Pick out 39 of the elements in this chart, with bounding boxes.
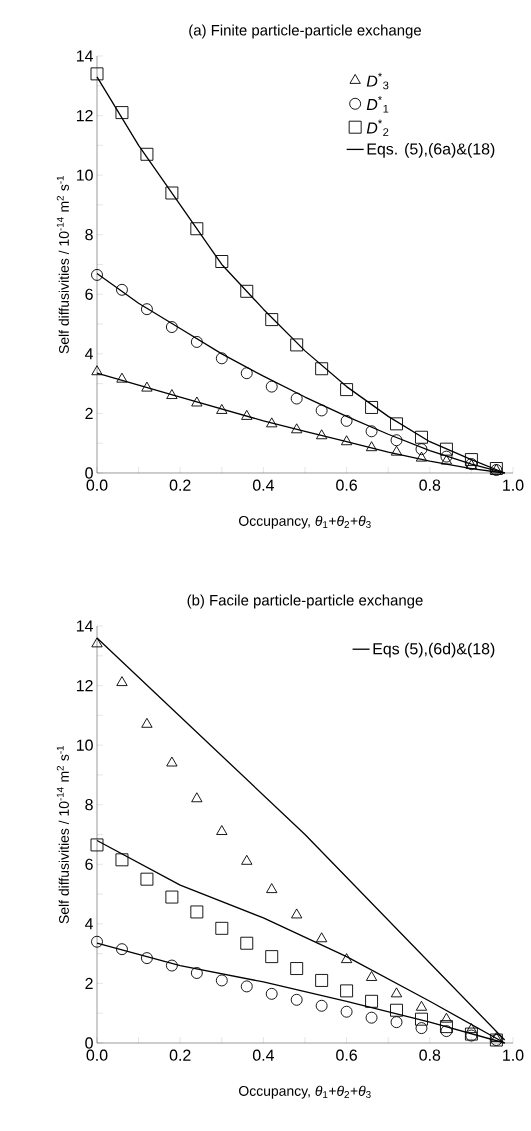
x-tick-label: 0.0 xyxy=(86,479,108,491)
y-tick-label: 2 xyxy=(85,977,93,989)
chart-title: (a) Finite particle-particle exchange xyxy=(189,24,421,39)
legend-label: D$^{*}$1 xyxy=(366,96,389,113)
x-tick-label: 0.8 xyxy=(419,479,441,491)
y-tick-label: 4 xyxy=(84,348,94,360)
legend-label: Eqs. (5),(6a)&(18) xyxy=(367,142,495,158)
y-tick-label: 12 xyxy=(76,110,93,122)
x-tick-label: 0.2 xyxy=(169,479,191,491)
y-tick-label: 4 xyxy=(84,918,94,930)
legend-label: D$^{*}$3 xyxy=(366,72,389,90)
x-tick-label: 0.4 xyxy=(252,479,275,491)
x-tick-label: 0.6 xyxy=(336,1049,357,1061)
x-tick-label: 0.8 xyxy=(419,1049,441,1061)
text: Occupancy, θ$_{1}$+θ$_{2}$+θ$_{3}$ xyxy=(239,515,371,529)
y-tick-label: 0 xyxy=(85,467,93,479)
y-tick-label: 0 xyxy=(85,1037,93,1049)
y-tick-label: 6 xyxy=(85,858,93,870)
legend-label: Eqs (5),(6d)&(18) xyxy=(373,642,495,658)
legend-label: D$^{*}$2 xyxy=(366,119,389,136)
x-tick-label: 0.6 xyxy=(336,479,357,491)
y-tick-label: 8 xyxy=(85,799,93,811)
y-tick-label: 12 xyxy=(76,680,93,692)
x-tick-label: 1.0 xyxy=(503,479,524,491)
y-axis-title: Self diffusivities / 10$^{-14}$ m$^{2}$ s$^{-1}$ xyxy=(56,175,69,354)
x-tick-label: 0.4 xyxy=(252,1049,275,1061)
y-tick-label: 10 xyxy=(76,169,93,181)
chart-title: (b) Facile particle-particle exchange xyxy=(187,594,423,609)
x-tick-label: 0.0 xyxy=(86,1049,108,1061)
y-axis-title: Self diffusivities / 10$^{-14}$ m$^{2}$ s$^{-1}$ xyxy=(56,745,69,924)
x-tick-label: 1.0 xyxy=(503,1049,524,1061)
x-tick-label: 0.2 xyxy=(169,1049,191,1061)
text: Occupancy, θ$_{1}$+θ$_{2}$+θ$_{3}$ xyxy=(239,1085,371,1099)
y-tick-label: 14 xyxy=(76,50,93,62)
y-tick-label: 10 xyxy=(76,739,93,751)
y-tick-label: 6 xyxy=(85,288,93,300)
y-tick-label: 14 xyxy=(76,620,93,632)
y-tick-label: 8 xyxy=(85,229,93,241)
y-tick-label: 2 xyxy=(85,407,93,419)
